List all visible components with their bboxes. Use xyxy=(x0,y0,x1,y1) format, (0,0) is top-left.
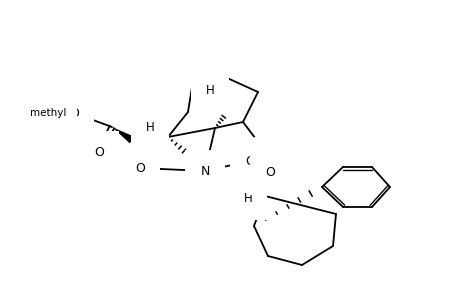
Polygon shape xyxy=(112,127,134,143)
Text: H: H xyxy=(268,152,277,164)
Text: O: O xyxy=(69,106,79,119)
Text: H: H xyxy=(205,83,214,97)
Text: O: O xyxy=(245,154,254,167)
Text: methyl: methyl xyxy=(30,108,66,118)
Text: O: O xyxy=(94,146,104,158)
Text: N: N xyxy=(200,164,209,178)
Text: H: H xyxy=(243,193,252,206)
Text: O: O xyxy=(264,167,274,179)
Text: O: O xyxy=(135,161,145,175)
Polygon shape xyxy=(246,147,262,164)
Text: H: H xyxy=(146,121,154,134)
